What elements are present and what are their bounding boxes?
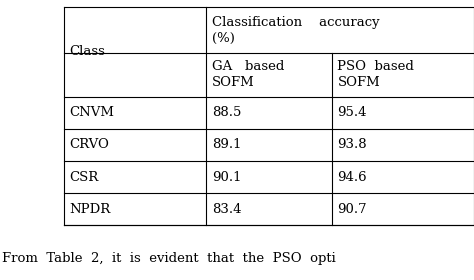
Text: 90.7: 90.7 (337, 203, 367, 216)
Text: 88.5: 88.5 (212, 106, 241, 119)
Text: 89.1: 89.1 (212, 138, 241, 151)
Text: 94.6: 94.6 (337, 171, 367, 184)
Text: CSR: CSR (70, 171, 99, 184)
Text: 90.1: 90.1 (212, 171, 241, 184)
Text: NPDR: NPDR (70, 203, 111, 216)
Text: CRVO: CRVO (70, 138, 109, 151)
Text: 83.4: 83.4 (212, 203, 241, 216)
Text: Class: Class (70, 45, 106, 58)
Text: Classification    accuracy
(%): Classification accuracy (%) (212, 16, 380, 45)
Text: 93.8: 93.8 (337, 138, 367, 151)
Text: GA   based
SOFM: GA based SOFM (212, 60, 284, 89)
Text: PSO  based
SOFM: PSO based SOFM (337, 60, 414, 89)
Text: From  Table  2,  it  is  evident  that  the  PSO  opti: From Table 2, it is evident that the PSO… (2, 252, 336, 265)
Text: 95.4: 95.4 (337, 106, 367, 119)
Text: CNVM: CNVM (70, 106, 115, 119)
